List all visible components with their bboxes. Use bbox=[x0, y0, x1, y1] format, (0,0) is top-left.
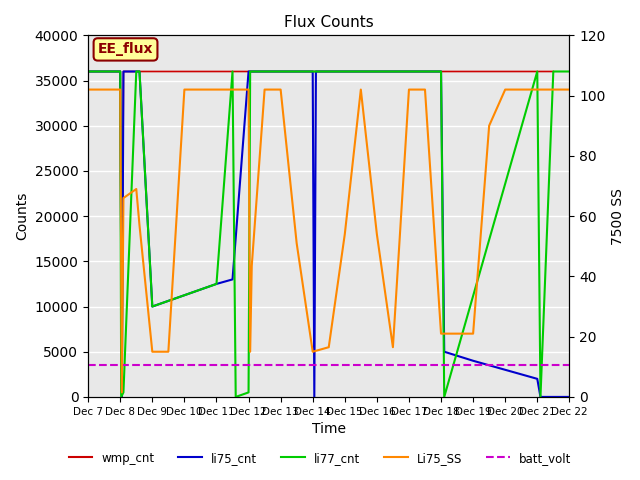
Text: EE_flux: EE_flux bbox=[98, 42, 153, 57]
Y-axis label: Counts: Counts bbox=[15, 192, 29, 240]
X-axis label: Time: Time bbox=[312, 422, 346, 436]
Y-axis label: 7500 SS: 7500 SS bbox=[611, 188, 625, 245]
Legend: wmp_cnt, li75_cnt, li77_cnt, Li75_SS, batt_volt: wmp_cnt, li75_cnt, li77_cnt, Li75_SS, ba… bbox=[64, 447, 576, 469]
Title: Flux Counts: Flux Counts bbox=[284, 15, 374, 30]
